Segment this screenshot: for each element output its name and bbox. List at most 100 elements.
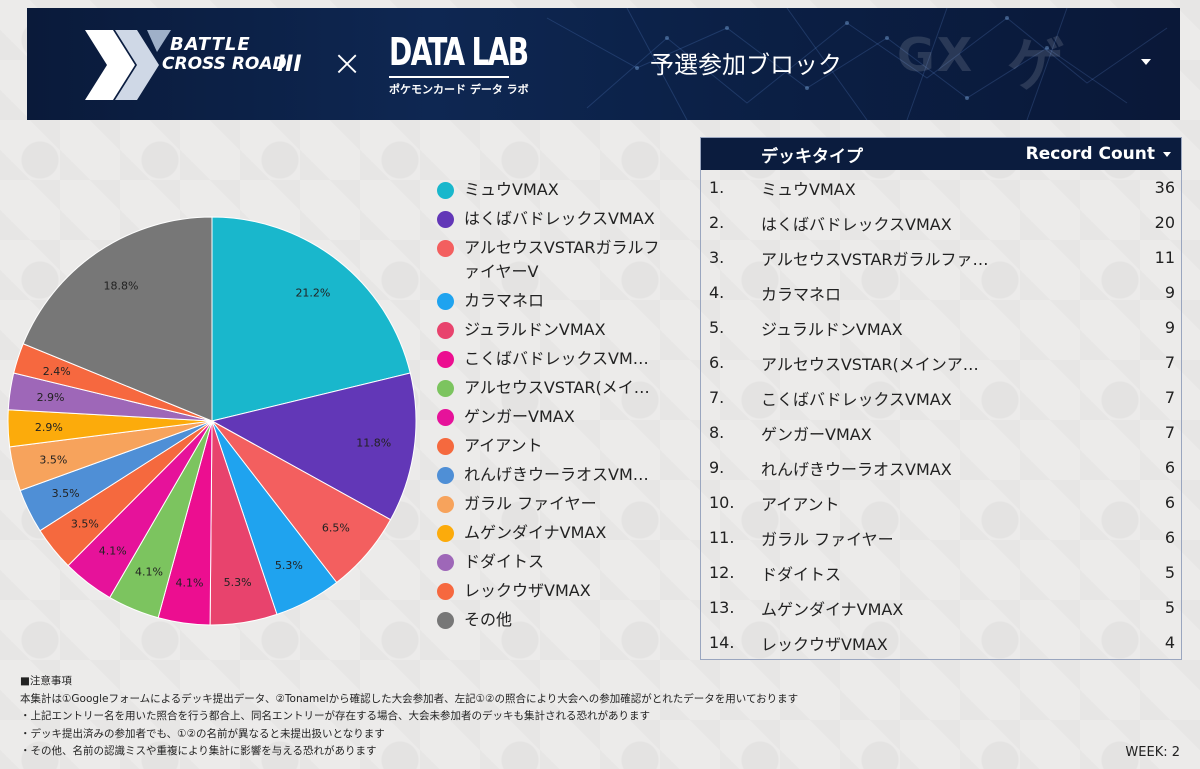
legend-item[interactable]: れんげきウーラオスVM… bbox=[437, 463, 677, 487]
legend-label: ガラル ファイヤー bbox=[464, 494, 597, 513]
table-row[interactable]: 2. はくばバドレックスVMAX 20 bbox=[701, 205, 1181, 240]
legend-item[interactable]: ドダイトス bbox=[437, 550, 677, 574]
pie-slice[interactable] bbox=[210, 372, 417, 521]
legend-item[interactable]: ジュラルドンVMAX bbox=[437, 318, 677, 342]
notes-line-2: ・上記エントリー名を用いた照合を行う都合上、同名エントリーが存在する場合、大会未… bbox=[20, 710, 650, 722]
table-row[interactable]: 3. アルセウスVSTARガラルファ… 11 bbox=[701, 240, 1181, 275]
legend-item[interactable]: レックウザVMAX bbox=[437, 579, 677, 603]
row-deck-name: ゲンガーVMAX bbox=[761, 424, 872, 444]
legend-item[interactable]: アルセウスVSTAR(メイ… bbox=[437, 376, 677, 400]
legend-swatch bbox=[437, 240, 454, 257]
column-header-deck-type[interactable]: デッキタイプ bbox=[761, 146, 863, 167]
table-row[interactable]: 4. カラマネロ 9 bbox=[701, 275, 1181, 310]
legend-swatch bbox=[437, 583, 454, 600]
network-background bbox=[546, 8, 1168, 120]
block-filter-dropdown[interactable]: 予選参加ブロック bbox=[647, 42, 1157, 82]
data-lab-title: DATA LAB bbox=[389, 30, 529, 74]
pie-slice-label: 3.5% bbox=[52, 487, 80, 500]
table-row[interactable]: 12. ドダイトス 5 bbox=[701, 555, 1181, 590]
row-index: 7. bbox=[709, 388, 725, 407]
sort-desc-icon[interactable] bbox=[1163, 151, 1171, 157]
legend-swatch bbox=[437, 211, 454, 228]
row-record-count: 7 bbox=[1164, 423, 1175, 442]
legend-item[interactable]: カラマネロ bbox=[437, 289, 677, 313]
row-deck-name: アイアント bbox=[761, 494, 840, 514]
pie-chart: 21.2% 11.8% 6.5% 5.3% 5.3% 4.1% 4.1% 4.1% 3.5% 3.… bbox=[0, 205, 430, 645]
legend-swatch bbox=[437, 409, 454, 426]
legend-label: カラマネロ bbox=[464, 291, 545, 310]
row-deck-name: ドダイトス bbox=[761, 564, 842, 584]
table-header: デッキタイプ Record Count bbox=[701, 138, 1181, 170]
row-deck-name: ムゲンダイナVMAX bbox=[761, 599, 904, 619]
legend-swatch bbox=[437, 380, 454, 397]
table-row[interactable]: 1. ミュウVMAX 36 bbox=[701, 170, 1181, 205]
row-record-count: 6 bbox=[1164, 458, 1175, 477]
legend-swatch bbox=[437, 293, 454, 310]
table-row[interactable]: 10. アイアント 6 bbox=[701, 485, 1181, 520]
legend-item[interactable]: その他 bbox=[437, 608, 677, 632]
pie-slice[interactable] bbox=[211, 216, 411, 422]
table-row[interactable]: 7. こくばバドレックスVMAX 7 bbox=[701, 380, 1181, 415]
pie-slice-label: 11.8% bbox=[356, 437, 391, 450]
data-lab-subtitle: ポケモンカード データ ラボ bbox=[389, 83, 529, 96]
pie-slice[interactable] bbox=[22, 216, 213, 422]
row-index: 5. bbox=[709, 318, 725, 337]
chevron-down-icon[interactable] bbox=[1141, 59, 1151, 65]
data-lab-logo: DATA LAB ポケモンカード データ ラボ bbox=[389, 30, 529, 97]
logo-roman-numeral: III bbox=[277, 52, 302, 77]
table-row[interactable]: 5. ジュラルドンVMAX 9 bbox=[701, 310, 1181, 345]
row-index: 12. bbox=[709, 563, 735, 582]
row-index: 11. bbox=[709, 528, 735, 547]
table-row[interactable]: 13. ムゲンダイナVMAX 5 bbox=[701, 590, 1181, 625]
legend-swatch bbox=[437, 612, 454, 629]
pie-slice-label: 2.9% bbox=[37, 391, 65, 404]
row-index: 1. bbox=[709, 178, 725, 197]
row-index: 2. bbox=[709, 213, 725, 232]
legend-label: アイアント bbox=[464, 436, 543, 455]
row-index: 3. bbox=[709, 248, 725, 267]
legend-label: こくばバドレックスVM… bbox=[464, 349, 649, 368]
header-banner: GX ゲ BATTLE CROSS ROAD III × DATA LAB ポケ… bbox=[27, 8, 1180, 120]
pie-slice-label: 21.2% bbox=[295, 287, 330, 300]
row-deck-name: はくばバドレックスVMAX bbox=[761, 214, 952, 234]
legend-item[interactable]: アイアント bbox=[437, 434, 677, 458]
banner-deco-ge: ゲ bbox=[1007, 31, 1068, 99]
legend-item[interactable]: ゲンガーVMAX bbox=[437, 405, 677, 429]
pie-slice-label: 3.5% bbox=[71, 517, 99, 530]
pie-slice-label: 5.3% bbox=[275, 559, 303, 572]
table-row[interactable]: 14. レックウザVMAX 4 bbox=[701, 625, 1181, 660]
table-row[interactable]: 8. ゲンガーVMAX 7 bbox=[701, 415, 1181, 450]
legend-label: ドダイトス bbox=[464, 552, 545, 571]
pie-slice-label: 5.3% bbox=[224, 576, 252, 589]
table-row[interactable]: 6. アルセウスVSTAR(メインア… 7 bbox=[701, 345, 1181, 380]
row-index: 9. bbox=[709, 458, 725, 477]
column-header-record-count[interactable]: Record Count bbox=[1026, 144, 1171, 164]
row-index: 4. bbox=[709, 283, 725, 302]
pie-slice-label: 4.1% bbox=[99, 545, 127, 558]
row-deck-name: こくばバドレックスVMAX bbox=[761, 389, 952, 409]
row-record-count: 5 bbox=[1164, 598, 1175, 617]
legend-item[interactable]: ミュウVMAX bbox=[437, 178, 677, 202]
pie-slice-label: 2.9% bbox=[35, 421, 63, 434]
notes-line-4: ・その他、名前の認識ミスや重複により集計に影響を与える恐れがあります bbox=[20, 745, 377, 757]
row-record-count: 11 bbox=[1154, 248, 1175, 267]
legend-label: ムゲンダイナVMAX bbox=[464, 523, 607, 542]
row-deck-name: カラマネロ bbox=[761, 284, 842, 304]
notes-section: ■注意事項 本集計は①Googleフォームによるデッキ提出データ、②Toname… bbox=[20, 673, 920, 761]
pie-slice-label: 6.5% bbox=[322, 521, 350, 534]
row-record-count: 4 bbox=[1164, 633, 1175, 652]
notes-line-1: 本集計は①Googleフォームによるデッキ提出データ、②Tonamelから確認し… bbox=[20, 692, 799, 705]
record-count-label: Record Count bbox=[1025, 144, 1155, 164]
legend-item[interactable]: はくばバドレックスVMAX bbox=[437, 207, 677, 231]
week-indicator: WEEK: 2 bbox=[1125, 745, 1180, 760]
legend-label: れんげきウーラオスVM… bbox=[464, 465, 649, 484]
legend-item[interactable]: アルセウスVSTARガラルファイヤーV bbox=[437, 236, 677, 284]
legend-label: その他 bbox=[464, 610, 513, 629]
legend-item[interactable]: ムゲンダイナVMAX bbox=[437, 521, 677, 545]
legend-item[interactable]: こくばバドレックスVM… bbox=[437, 347, 677, 371]
legend-item[interactable]: ガラル ファイヤー bbox=[437, 492, 677, 516]
legend-swatch bbox=[437, 322, 454, 339]
pie-slice-label: 18.8% bbox=[104, 280, 139, 293]
table-row[interactable]: 9. れんげきウーラオスVMAX 6 bbox=[701, 450, 1181, 485]
table-row[interactable]: 11. ガラル ファイヤー 6 bbox=[701, 520, 1181, 555]
